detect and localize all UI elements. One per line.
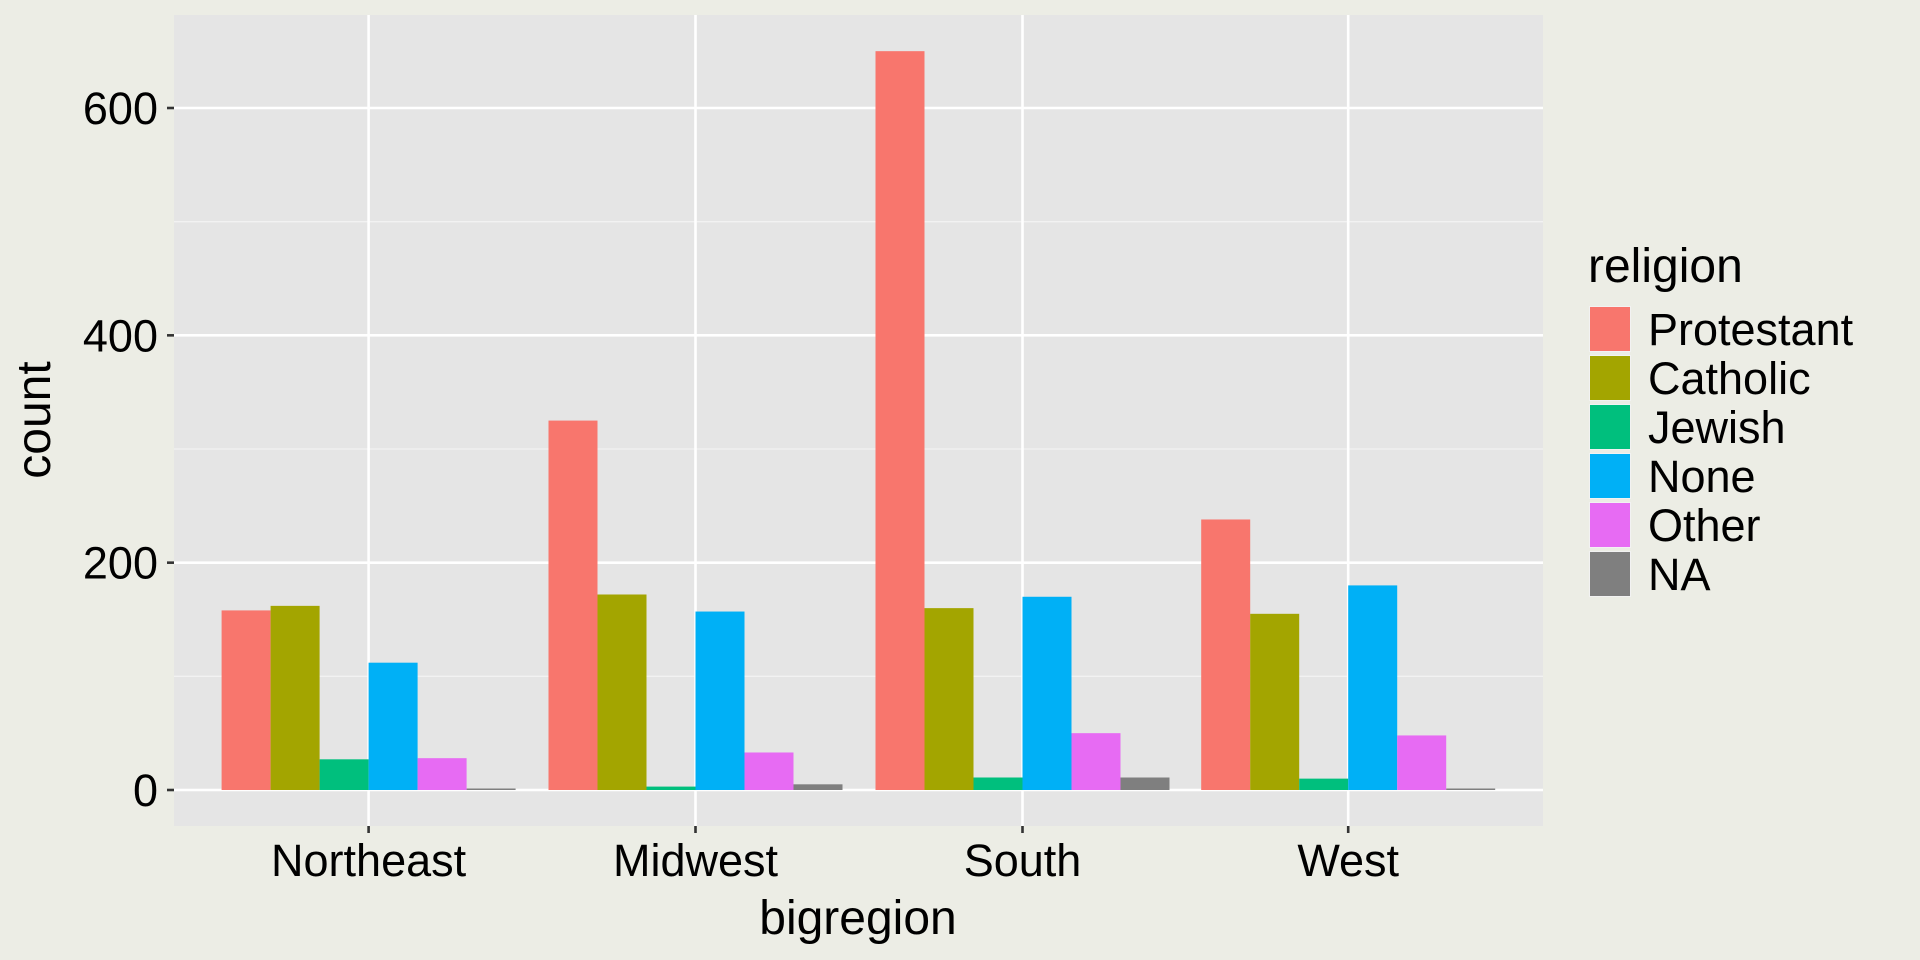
bar-protestant-south (875, 51, 925, 790)
legend-swatch-protestant (1590, 307, 1630, 351)
x-tick-label: South (964, 835, 1082, 886)
x-tick-label: Northeast (271, 835, 467, 886)
y-tick-label: 600 (83, 83, 158, 134)
bar-none-west (1348, 585, 1398, 790)
legend-swatch-catholic (1590, 356, 1630, 400)
legend-label: None (1648, 451, 1756, 502)
y-tick-label: 0 (133, 765, 158, 816)
bar-na-south (1120, 777, 1170, 790)
bar-na-midwest (793, 784, 843, 790)
bar-protestant-midwest (548, 420, 598, 790)
legend-swatch-jewish (1590, 405, 1630, 449)
legend-label: Other (1648, 500, 1761, 551)
bar-na-west (1446, 788, 1496, 790)
legend: religion ProtestantCatholicJewishNoneOth… (1588, 240, 1854, 600)
bar-catholic-northeast (270, 605, 320, 790)
bar-jewish-northeast (319, 759, 369, 790)
bar-jewish-south (973, 777, 1023, 790)
bar-none-northeast (368, 662, 418, 790)
x-tick-label: West (1297, 835, 1399, 886)
legend-label: NA (1648, 549, 1711, 600)
bar-none-midwest (695, 611, 745, 790)
bar-none-south (1022, 596, 1072, 790)
legend-label: Catholic (1648, 353, 1811, 404)
legend-label: Jewish (1648, 402, 1786, 453)
bar-other-south (1071, 733, 1121, 790)
bar-other-west (1397, 735, 1447, 790)
y-tick-label: 200 (83, 538, 158, 589)
bar-protestant-northeast (221, 610, 271, 790)
y-tick-label: 400 (83, 310, 158, 361)
x-tick-label: Midwest (613, 835, 779, 886)
x-axis-title: bigregion (759, 892, 956, 945)
bar-na-northeast (466, 788, 516, 790)
bar-jewish-midwest (646, 786, 696, 790)
y-axis-title: count (8, 361, 61, 478)
legend-swatch-na (1590, 552, 1630, 596)
legend-label: Protestant (1648, 304, 1854, 355)
bar-jewish-west (1299, 778, 1349, 790)
bar-other-northeast (417, 758, 467, 790)
bar-catholic-midwest (597, 594, 647, 790)
bar-catholic-south (924, 608, 974, 790)
legend-swatch-other (1590, 503, 1630, 547)
legend-title: religion (1588, 240, 1743, 293)
bar-protestant-west (1201, 519, 1251, 790)
bar-other-midwest (744, 752, 794, 790)
bar-catholic-west (1250, 613, 1300, 790)
legend-swatch-none (1590, 454, 1630, 498)
